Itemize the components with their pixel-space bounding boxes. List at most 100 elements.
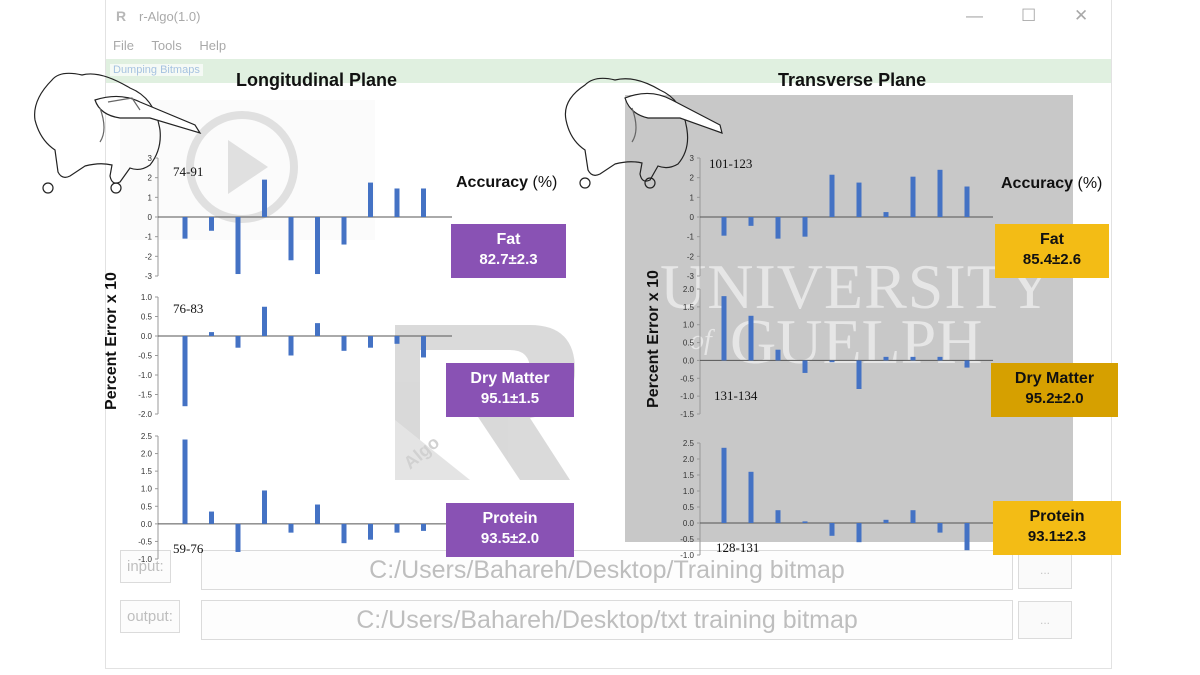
y-tick-label: 2.0 xyxy=(683,455,695,464)
menu-bar: File Tools Help xyxy=(113,38,240,53)
bar xyxy=(315,217,320,275)
accuracy-heading-left: Accuracy (%) xyxy=(456,174,557,192)
y-tick-label: 0.5 xyxy=(683,503,695,512)
bar xyxy=(937,523,943,533)
y-tick-label: -2 xyxy=(145,252,153,261)
y-tick-label: 2 xyxy=(690,174,695,183)
y-tick-label: 1.5 xyxy=(683,471,695,480)
y-tick-label: 1.5 xyxy=(141,467,153,476)
y-tick-label: -1.5 xyxy=(680,410,694,419)
y-tick-label: 2.5 xyxy=(141,432,153,441)
chart-longitudinal-plane-dry-matter: 1.0 0.5 0.0 -0.5 -1.0 -1.5 -2.0 76-83 xyxy=(138,293,452,419)
y-tick-label: 0.5 xyxy=(683,339,695,348)
y-tick-label: -0.5 xyxy=(680,535,694,544)
menu-help[interactable]: Help xyxy=(199,38,227,53)
y-tick-label: 0.0 xyxy=(141,332,153,341)
accuracy-unit: (%) xyxy=(1077,175,1103,192)
accuracy-label: Accuracy xyxy=(1001,175,1074,192)
bar xyxy=(802,217,808,237)
y-tick-label: 0.5 xyxy=(141,313,153,322)
title-bar: R r-Algo(1.0) — ☐ ✕ xyxy=(106,0,1111,34)
bar xyxy=(262,179,267,217)
badge-value: 95.1±1.5 xyxy=(480,390,540,407)
bar xyxy=(910,356,916,361)
bar xyxy=(235,336,241,348)
y-tick-label: 3 xyxy=(690,154,695,163)
input-browse-button[interactable]: ... xyxy=(1018,551,1072,589)
bar xyxy=(262,306,267,336)
bar xyxy=(209,217,214,231)
bar xyxy=(937,356,943,361)
badge-value: 82.7±2.3 xyxy=(479,251,538,268)
accuracy-label: Accuracy xyxy=(456,174,529,191)
bar xyxy=(937,169,943,217)
carcass-scan-illustration-right xyxy=(564,77,723,189)
bar xyxy=(721,447,727,523)
badge-value: 85.4±2.6 xyxy=(1022,251,1082,268)
output-browse-button[interactable]: ... xyxy=(1018,601,1072,639)
y-tick-label: -1.5 xyxy=(138,391,152,400)
menu-file[interactable]: File xyxy=(113,38,134,53)
range-annotation: 128-131 xyxy=(716,540,759,555)
bar xyxy=(910,510,916,523)
bar xyxy=(182,439,188,524)
bar xyxy=(856,182,862,217)
bar xyxy=(721,296,727,361)
bar xyxy=(209,511,214,524)
menu-tools[interactable]: Tools xyxy=(151,38,182,53)
bar xyxy=(421,523,426,531)
output-label: output: xyxy=(120,600,180,633)
y-tick-label: -1 xyxy=(145,233,153,242)
badge-value: 93.5±2.0 xyxy=(480,530,540,547)
y-tick-label: -1 xyxy=(687,233,695,242)
y-tick-label: 2.5 xyxy=(683,439,695,448)
bar xyxy=(748,315,754,361)
badge-name: Fat xyxy=(1040,231,1064,248)
range-annotation: 59-76 xyxy=(173,541,204,556)
minimize-icon[interactable]: — xyxy=(966,6,983,25)
bar xyxy=(964,523,970,551)
bar xyxy=(883,519,889,523)
y-tick-label: 0.0 xyxy=(683,519,695,528)
maximize-icon[interactable]: ☐ xyxy=(1021,6,1037,25)
y-tick-label: 0.0 xyxy=(141,520,153,529)
bar xyxy=(368,336,373,348)
accuracy-unit: (%) xyxy=(532,174,558,191)
input-path-field[interactable]: C:/Users/Bahareh/Desktop/Training bitmap xyxy=(201,550,1013,590)
carcass-scan-illustration-left xyxy=(34,72,202,194)
bar xyxy=(856,360,862,389)
badge-name: Protein xyxy=(482,510,538,527)
bar xyxy=(288,217,294,261)
badge-name: Fat xyxy=(496,231,521,248)
y-tick-label: 2.0 xyxy=(141,450,153,459)
bar xyxy=(341,217,347,245)
badge-value: 93.1±2.3 xyxy=(1027,528,1087,545)
bar xyxy=(209,332,214,336)
bar xyxy=(964,186,970,217)
bar xyxy=(368,523,373,540)
transverse-plane-title: Transverse Plane xyxy=(778,70,927,90)
bar xyxy=(748,471,754,523)
tab-dumping-bitmaps[interactable]: Dumping Bitmaps xyxy=(110,64,203,76)
bar xyxy=(829,523,835,536)
close-icon[interactable]: ✕ xyxy=(1074,6,1089,25)
y-tick-label: -3 xyxy=(145,272,153,281)
y-tick-label: 2.0 xyxy=(683,285,695,294)
bar xyxy=(341,336,347,351)
y-tick-label: -2.0 xyxy=(138,410,152,419)
badge-name: Dry Matter xyxy=(470,370,550,387)
bar xyxy=(802,521,808,523)
y-tick-label: 0.0 xyxy=(683,356,695,365)
y-tick-label: -1.0 xyxy=(138,371,152,380)
accuracy-heading-right: Accuracy (%) xyxy=(1001,175,1102,193)
bar xyxy=(182,336,188,407)
y-tick-label: -0.5 xyxy=(138,537,152,546)
output-path-field[interactable]: C:/Users/Bahareh/Desktop/txt training bi… xyxy=(201,600,1013,640)
bar xyxy=(775,349,781,361)
bar xyxy=(288,523,294,533)
bar xyxy=(394,523,400,533)
y-axis-label-right: Percent Error x 10 xyxy=(645,270,662,408)
bar xyxy=(341,523,347,544)
bar xyxy=(856,523,862,543)
